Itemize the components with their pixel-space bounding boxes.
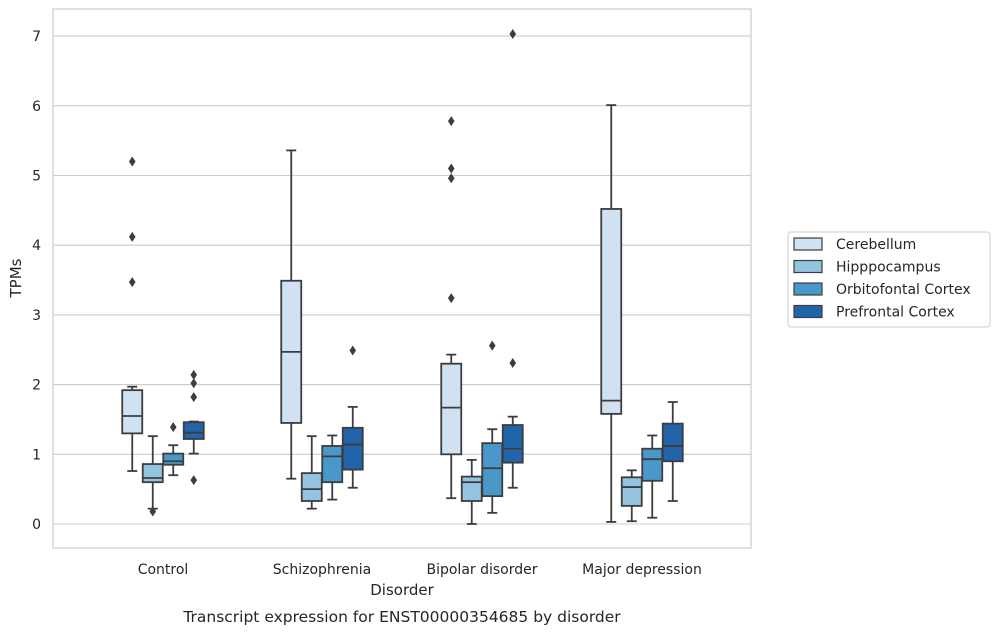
box-iqr [300, 472, 323, 502]
box-iqr [460, 475, 483, 502]
box-iqr [661, 422, 684, 463]
box-prefrontal-cortex [182, 369, 205, 486]
legend-swatch [793, 259, 823, 274]
box-orbitofontal-cortex [321, 434, 344, 501]
x-axis-label: Disorder [370, 581, 434, 599]
box-iqr [641, 447, 664, 482]
box-iqr [501, 424, 524, 464]
legend: Cerebellum Hipppocampus Orbitofontal Corte… [787, 231, 991, 328]
outlier-point [169, 422, 177, 433]
legend-label: Hipppocampus [836, 260, 941, 276]
y-tick-label: 3 [32, 308, 41, 324]
outlier-point [190, 475, 198, 486]
outlier-point [349, 345, 357, 356]
y-tick-label: 4 [32, 238, 41, 254]
outlier-point [447, 163, 455, 174]
legend-swatch [793, 282, 823, 296]
legend-swatch [793, 237, 823, 251]
outlier-point [149, 506, 157, 517]
box-cerebellum [280, 149, 303, 480]
outlier-point [488, 340, 496, 351]
outlier-point [128, 156, 136, 167]
x-tick-label: Control [138, 562, 189, 578]
legend-frame [787, 231, 991, 328]
box-hipppocampus [460, 458, 483, 525]
outlier-point [447, 116, 455, 127]
y-tick-label: 1 [32, 447, 41, 463]
box-orbitofontal-cortex [481, 340, 504, 514]
outlier-point [190, 378, 198, 389]
box-orbitofontal-cortex [162, 422, 185, 477]
outlier-point [509, 29, 517, 40]
legend-label: Cerebellum [836, 237, 916, 253]
box-iqr [121, 389, 144, 435]
chart-caption: Transcript expression for ENST0000035468… [182, 608, 621, 626]
box-iqr [440, 362, 463, 456]
box-iqr [600, 208, 623, 415]
box-cerebellum [600, 104, 623, 523]
legend-swatch [793, 304, 823, 319]
plot-area-frame [52, 8, 752, 549]
box-iqr [182, 421, 205, 440]
box-prefrontal-cortex [341, 345, 364, 489]
box-iqr [321, 445, 344, 484]
outlier-point [447, 173, 455, 184]
y-tick-label: 0 [32, 517, 41, 533]
legend-label: Orbitofontal Cortex [836, 282, 971, 298]
box-orbitofontal-cortex [641, 434, 664, 519]
box-hipppocampus [141, 435, 164, 517]
x-tick-label: Major depression [582, 562, 702, 578]
box-hipppocampus [300, 435, 323, 510]
legend-label: Prefrontal Cortex [836, 305, 955, 321]
outlier-point [509, 357, 517, 368]
outlier-point [447, 293, 455, 304]
y-tick-label: 6 [32, 99, 41, 115]
box-prefrontal-cortex [661, 401, 684, 502]
box-iqr [141, 463, 164, 484]
y-tick-label: 2 [32, 378, 41, 394]
x-tick-labels: Control Schizophrenia Bipolar disorder Majo… [138, 562, 702, 578]
y-axis-label: TPMs [7, 258, 25, 298]
y-tick-label: 5 [32, 169, 41, 185]
outlier-point [128, 277, 136, 288]
box-hipppocampus [620, 469, 643, 523]
box-iqr [620, 476, 643, 507]
box-iqr [481, 442, 504, 498]
box-cerebellum [440, 116, 463, 500]
box-prefrontal-cortex [501, 29, 524, 489]
outlier-point [128, 231, 136, 242]
box-iqr [341, 426, 364, 471]
y-tick-label: 7 [32, 29, 41, 45]
box-iqr [162, 452, 185, 466]
y-tick-labels: 0 1 2 3 4 5 6 7 [32, 29, 41, 533]
box-plots [121, 29, 684, 525]
x-tick-label: Schizophrenia [273, 562, 371, 578]
outlier-point [190, 369, 198, 380]
x-tick-label: Bipolar disorder [426, 562, 537, 578]
box-cerebellum [121, 156, 144, 472]
outlier-point [190, 392, 198, 403]
